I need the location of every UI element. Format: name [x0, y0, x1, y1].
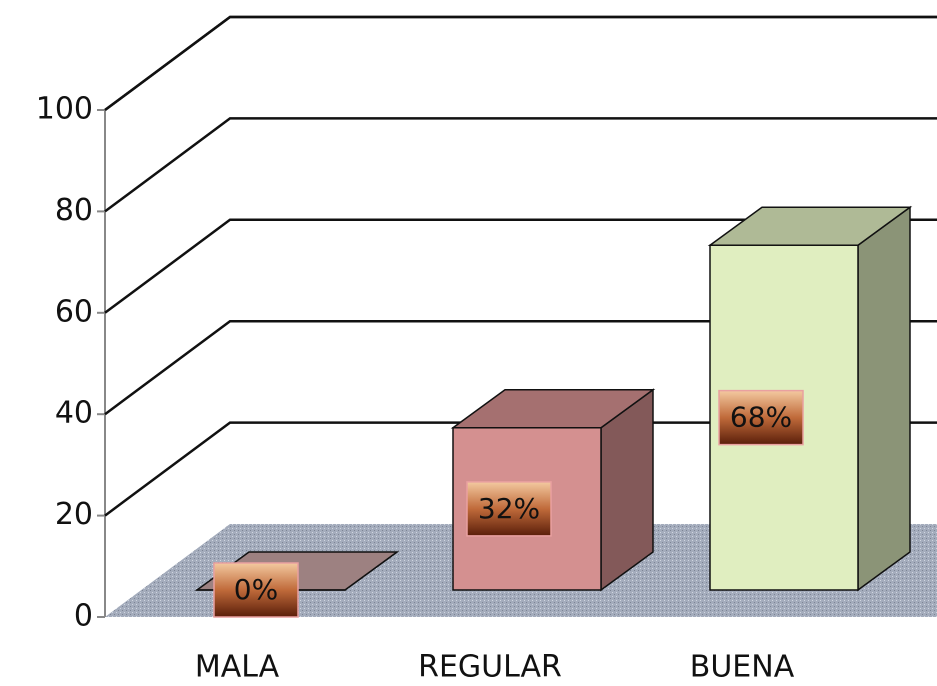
y-tick-label: 80 — [55, 193, 93, 228]
grid-line — [104, 421, 937, 517]
value-label-box — [718, 389, 804, 446]
value-label-box — [213, 562, 299, 618]
bar-side — [857, 205, 911, 592]
y-tick-label: 100 — [36, 92, 93, 127]
value-label: 0% — [234, 573, 278, 606]
y-tick-label: 0 — [74, 599, 93, 634]
grid-line — [104, 15, 937, 112]
wall-edge — [104, 15, 937, 112]
value-label: 32% — [478, 492, 540, 525]
x-tick-label: REGULAR — [418, 650, 562, 685]
y-tick-label: 20 — [55, 497, 93, 532]
y-tick-label: 40 — [55, 396, 93, 431]
grid-line — [104, 117, 937, 213]
value-label: 68% — [730, 401, 792, 434]
y-tick-label: 60 — [55, 294, 93, 329]
x-tick-label: MALA — [195, 650, 280, 685]
value-label-box — [466, 481, 552, 537]
grid-line — [104, 218, 937, 314]
grid-line — [104, 319, 937, 416]
x-tick-label: BUENA — [690, 650, 795, 685]
